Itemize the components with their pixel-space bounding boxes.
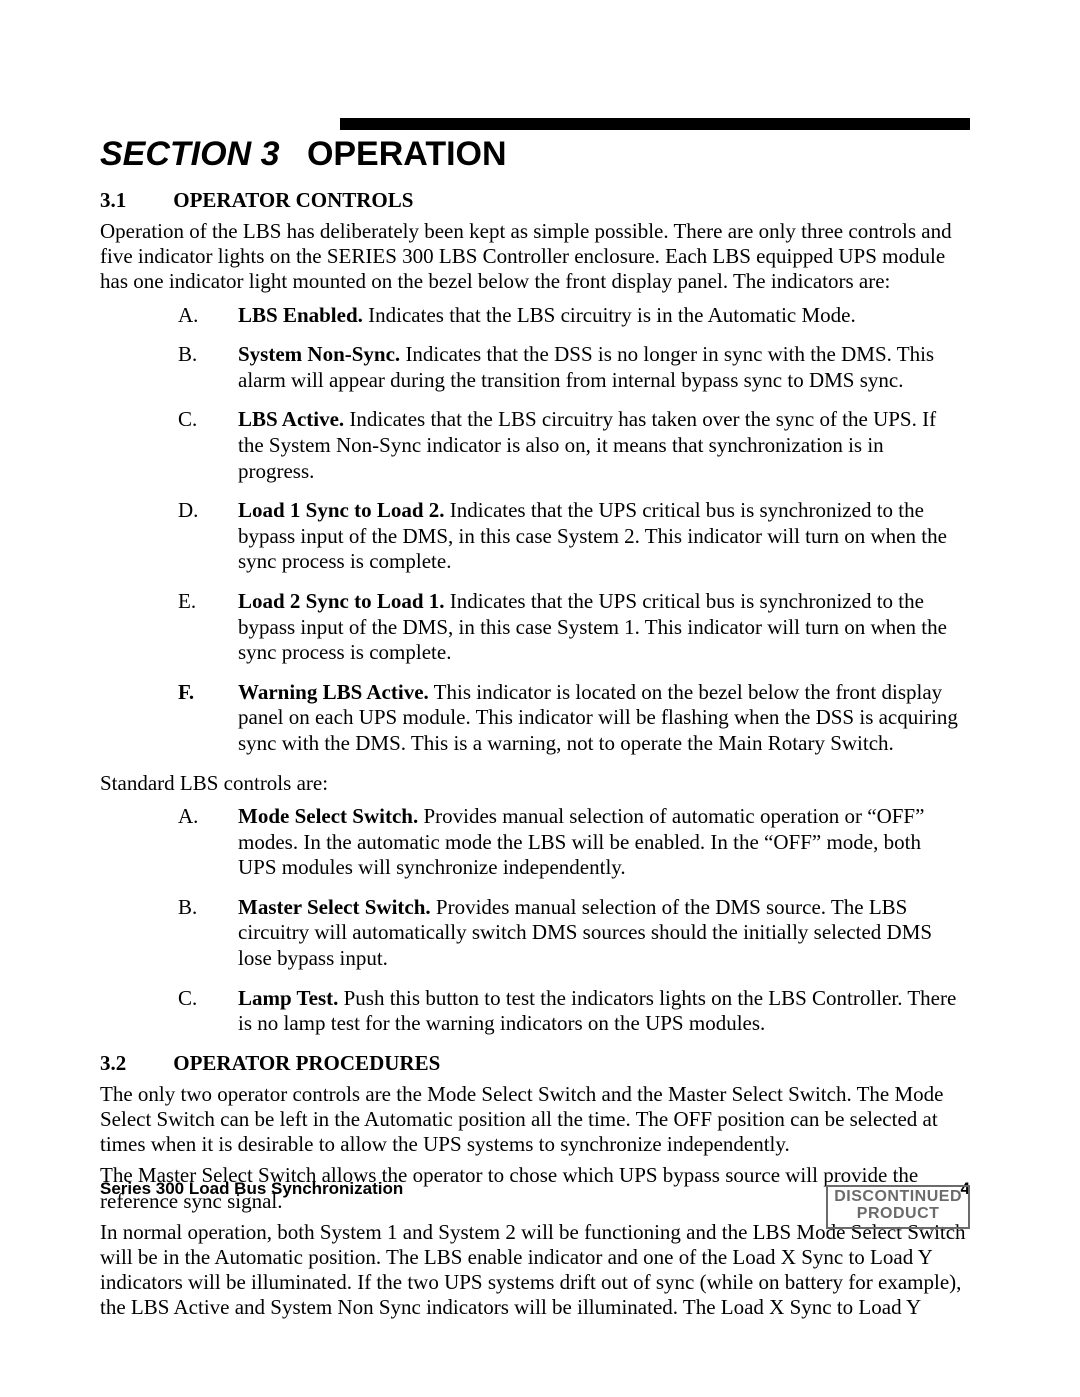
- list-content: System Non-Sync. Indicates that the DSS …: [238, 342, 970, 393]
- subheading-number: 3.1: [100, 188, 168, 213]
- subheading-number: 3.2: [100, 1051, 168, 1076]
- footer-title: Series 300 Load Bus Synchronization: [100, 1179, 403, 1199]
- list-marker: B.: [100, 342, 238, 393]
- list-item: B. Master Select Switch. Provides manual…: [100, 895, 970, 972]
- list-marker: F.: [100, 680, 238, 757]
- list-content: Warning LBS Active. This indicator is lo…: [238, 680, 970, 757]
- paragraph-3-2-c: In normal operation, both System 1 and S…: [100, 1220, 970, 1321]
- discontinued-stamp: DISCONTINUED PRODUCT: [826, 1185, 970, 1229]
- controls-intro: Standard LBS controls are:: [100, 771, 970, 796]
- list-item: A. LBS Enabled. Indicates that the LBS c…: [100, 303, 970, 329]
- list-marker: C.: [100, 407, 238, 484]
- indicators-list: A. LBS Enabled. Indicates that the LBS c…: [100, 303, 970, 757]
- list-item: B. System Non-Sync. Indicates that the D…: [100, 342, 970, 393]
- section-divider-bar: [340, 118, 970, 130]
- list-item: A. Mode Select Switch. Provides manual s…: [100, 804, 970, 881]
- list-item: C. LBS Active. Indicates that the LBS ci…: [100, 407, 970, 484]
- stamp-line-1: DISCONTINUED: [834, 1189, 962, 1206]
- subheading-3-1: 3.1 OPERATOR CONTROLS: [100, 188, 970, 213]
- list-marker: A.: [100, 303, 238, 329]
- list-marker: A.: [100, 804, 238, 881]
- list-item: F. Warning LBS Active. This indicator is…: [100, 680, 970, 757]
- page: SECTION 3 OPERATION 3.1 OPERATOR CONTROL…: [0, 0, 1080, 1397]
- paragraph-3-2-a: The only two operator controls are the M…: [100, 1082, 970, 1158]
- subheading-3-2: 3.2 OPERATOR PROCEDURES: [100, 1051, 970, 1076]
- list-content: Master Select Switch. Provides manual se…: [238, 895, 970, 972]
- list-content: LBS Active. Indicates that the LBS circu…: [238, 407, 970, 484]
- list-marker: C.: [100, 986, 238, 1037]
- list-item: D. Load 1 Sync to Load 2. Indicates that…: [100, 498, 970, 575]
- intro-paragraph-3-1: Operation of the LBS has deliberately be…: [100, 219, 970, 295]
- list-marker: E.: [100, 589, 238, 666]
- list-content: LBS Enabled. Indicates that the LBS circ…: [238, 303, 970, 329]
- list-marker: D.: [100, 498, 238, 575]
- stamp-line-2: PRODUCT: [834, 1206, 962, 1223]
- list-content: Load 2 Sync to Load 1. Indicates that th…: [238, 589, 970, 666]
- controls-list: A. Mode Select Switch. Provides manual s…: [100, 804, 970, 1037]
- list-content: Lamp Test. Push this button to test the …: [238, 986, 970, 1037]
- section-prefix: SECTION 3: [100, 135, 279, 173]
- subheading-title: OPERATOR PROCEDURES: [173, 1051, 440, 1075]
- list-content: Load 1 Sync to Load 2. Indicates that th…: [238, 498, 970, 575]
- list-content: Mode Select Switch. Provides manual sele…: [238, 804, 970, 881]
- section-name: OPERATION: [307, 135, 507, 173]
- section-title: SECTION 3 OPERATION: [100, 135, 970, 174]
- list-marker: B.: [100, 895, 238, 972]
- list-item: C. Lamp Test. Push this button to test t…: [100, 986, 970, 1037]
- list-item: E. Load 2 Sync to Load 1. Indicates that…: [100, 589, 970, 666]
- subheading-title: OPERATOR CONTROLS: [173, 188, 413, 212]
